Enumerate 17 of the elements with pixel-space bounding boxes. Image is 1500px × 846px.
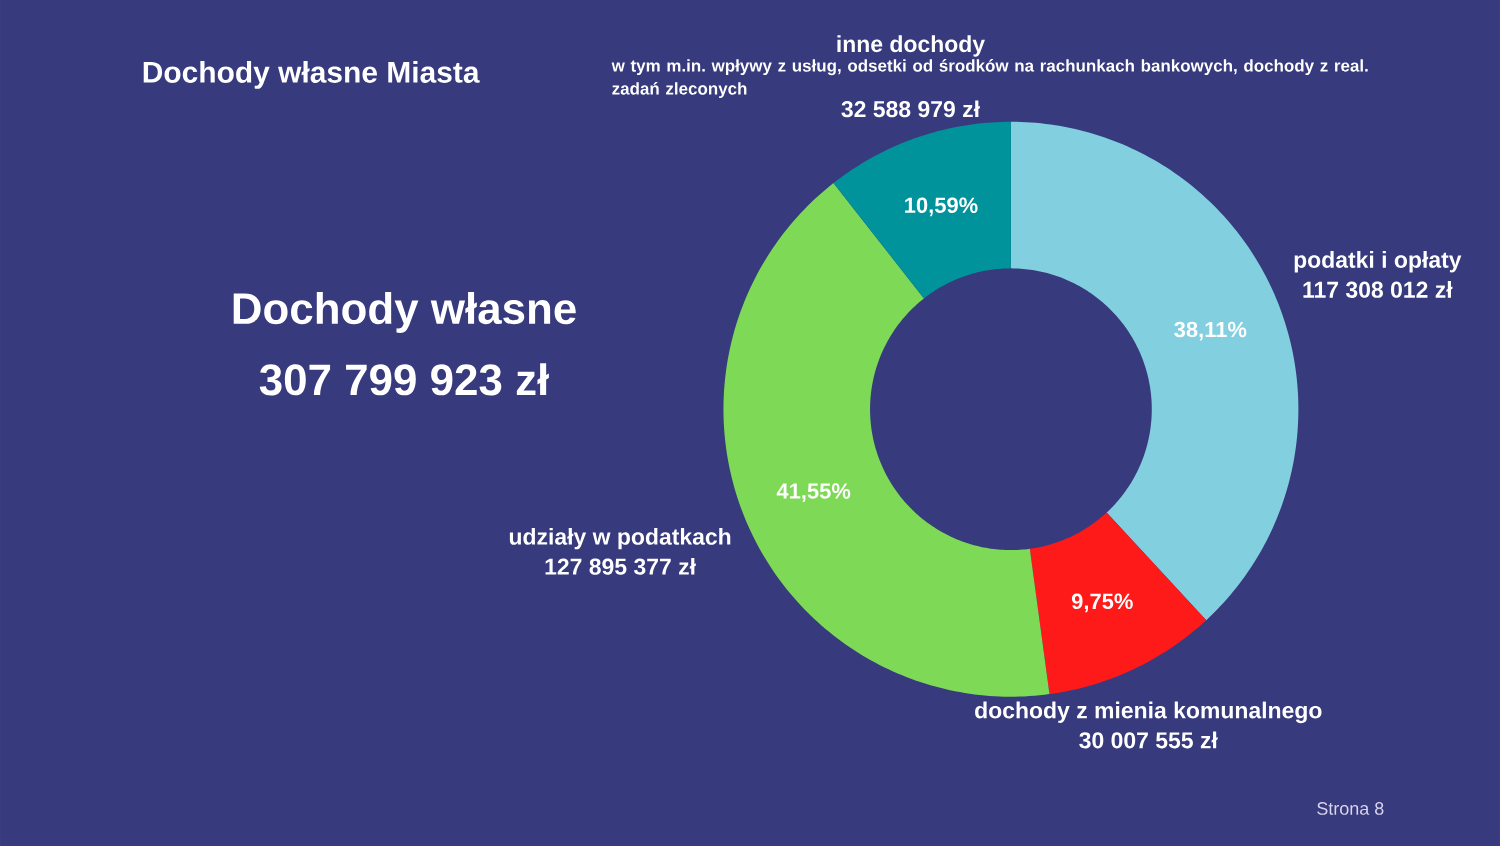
data-label: 38,11% [1174,321,1247,341]
slice-label: inne dochody [837,35,985,57]
text: Strona 8 [1317,801,1384,815]
text: w tym m.in. wpływy z usług, odsetki od środków na rachunkach bankowych, dochody z real. zadań zleconych [611,58,1368,98]
text: Dochody własne Miasta [143,60,480,89]
text: 127 895 377 zł [545,557,696,575]
data-label: 41,55% [776,483,851,502]
slice-label: dochody z mienia komunalnego [975,701,1322,723]
slice-label: udziały w podatkach [509,527,731,550]
text: 30 007 555 zł [1079,731,1218,749]
slice-label: podatki i opłaty [1294,250,1462,273]
text: 307 799 923 zł [259,362,549,396]
text: 117 308 012 zł [1303,280,1453,298]
data-label: 10,59% [905,197,978,216]
data-label: 9,75% [1071,593,1133,613]
text: Dochody własne [233,291,576,333]
text: 32 588 979 zł [841,100,980,118]
